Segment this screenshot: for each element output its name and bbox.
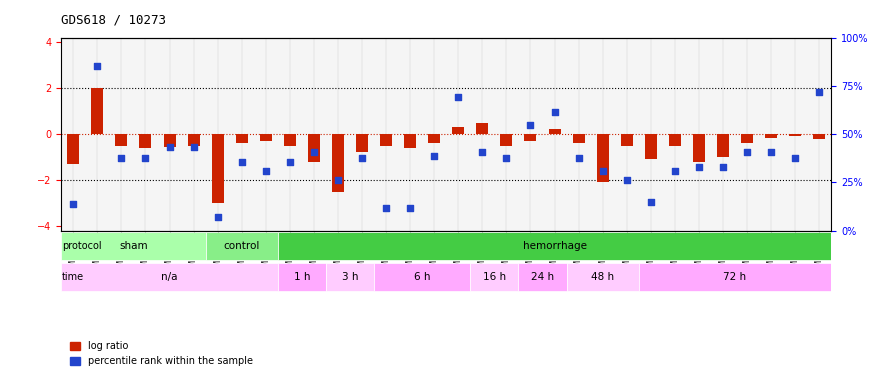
FancyBboxPatch shape	[61, 263, 278, 291]
FancyBboxPatch shape	[278, 263, 326, 291]
Point	[692, 164, 706, 170]
Legend: log ratio, percentile rank within the sample: log ratio, percentile rank within the sa…	[66, 338, 256, 370]
Bar	[235, 134, 248, 143]
Point	[644, 199, 658, 205]
Point	[668, 168, 682, 174]
Bar	[260, 134, 272, 141]
Bar	[476, 123, 488, 134]
FancyBboxPatch shape	[471, 263, 518, 291]
FancyBboxPatch shape	[374, 263, 471, 291]
Text: 16 h: 16 h	[483, 272, 506, 282]
Bar	[789, 134, 802, 136]
Point	[788, 155, 802, 161]
Bar	[284, 134, 296, 146]
Bar	[428, 134, 440, 143]
Bar	[91, 88, 103, 134]
Point	[234, 159, 248, 165]
Point	[355, 155, 369, 161]
FancyBboxPatch shape	[61, 232, 206, 260]
Point	[523, 122, 537, 128]
Bar	[620, 134, 633, 146]
Bar	[67, 134, 80, 164]
Point	[620, 177, 634, 183]
Bar	[645, 134, 657, 159]
Text: 24 h: 24 h	[531, 272, 554, 282]
Bar	[524, 134, 536, 141]
FancyBboxPatch shape	[567, 263, 639, 291]
Text: 48 h: 48 h	[592, 272, 614, 282]
Point	[452, 94, 466, 100]
Point	[403, 205, 417, 211]
FancyBboxPatch shape	[206, 232, 278, 260]
Point	[138, 155, 152, 161]
FancyBboxPatch shape	[326, 263, 374, 291]
Point	[66, 201, 80, 207]
Point	[571, 155, 585, 161]
Bar	[765, 134, 777, 138]
Bar	[187, 134, 200, 146]
FancyBboxPatch shape	[278, 232, 831, 260]
Text: control: control	[223, 241, 260, 251]
Text: time: time	[62, 272, 84, 282]
Text: sham: sham	[119, 241, 148, 251]
Point	[740, 150, 754, 156]
Point	[331, 177, 345, 183]
Bar	[356, 134, 368, 153]
Bar	[500, 134, 513, 146]
Point	[211, 214, 225, 220]
Bar	[212, 134, 224, 203]
Bar	[164, 134, 176, 147]
Bar	[693, 134, 705, 162]
Bar	[813, 134, 825, 139]
Bar	[116, 134, 128, 146]
Bar	[404, 134, 416, 148]
Text: protocol: protocol	[62, 241, 102, 251]
Bar	[717, 134, 729, 157]
Bar	[452, 127, 465, 134]
Point	[163, 144, 177, 150]
Point	[259, 168, 273, 174]
Text: 1 h: 1 h	[294, 272, 310, 282]
Bar	[308, 134, 320, 162]
Text: hemorrhage: hemorrhage	[522, 241, 586, 251]
Point	[283, 159, 297, 165]
Text: 6 h: 6 h	[414, 272, 430, 282]
Point	[186, 144, 200, 150]
Point	[90, 63, 104, 69]
Point	[548, 109, 562, 115]
Text: 72 h: 72 h	[724, 272, 746, 282]
Point	[115, 155, 129, 161]
Bar	[380, 134, 392, 146]
Text: n/a: n/a	[161, 272, 178, 282]
Point	[716, 164, 730, 170]
Text: 3 h: 3 h	[342, 272, 358, 282]
Point	[379, 205, 393, 211]
Bar	[332, 134, 344, 192]
Bar	[572, 134, 584, 143]
Point	[764, 150, 778, 156]
Bar	[668, 134, 681, 146]
Point	[812, 89, 826, 95]
Bar	[139, 134, 151, 148]
FancyBboxPatch shape	[518, 263, 567, 291]
Bar	[741, 134, 753, 143]
Point	[596, 168, 610, 174]
Bar	[597, 134, 609, 182]
Point	[500, 155, 514, 161]
Text: GDS618 / 10273: GDS618 / 10273	[61, 13, 166, 26]
Bar	[549, 129, 561, 134]
Point	[475, 150, 489, 156]
Point	[427, 153, 441, 159]
FancyBboxPatch shape	[639, 263, 831, 291]
Point	[307, 150, 321, 156]
